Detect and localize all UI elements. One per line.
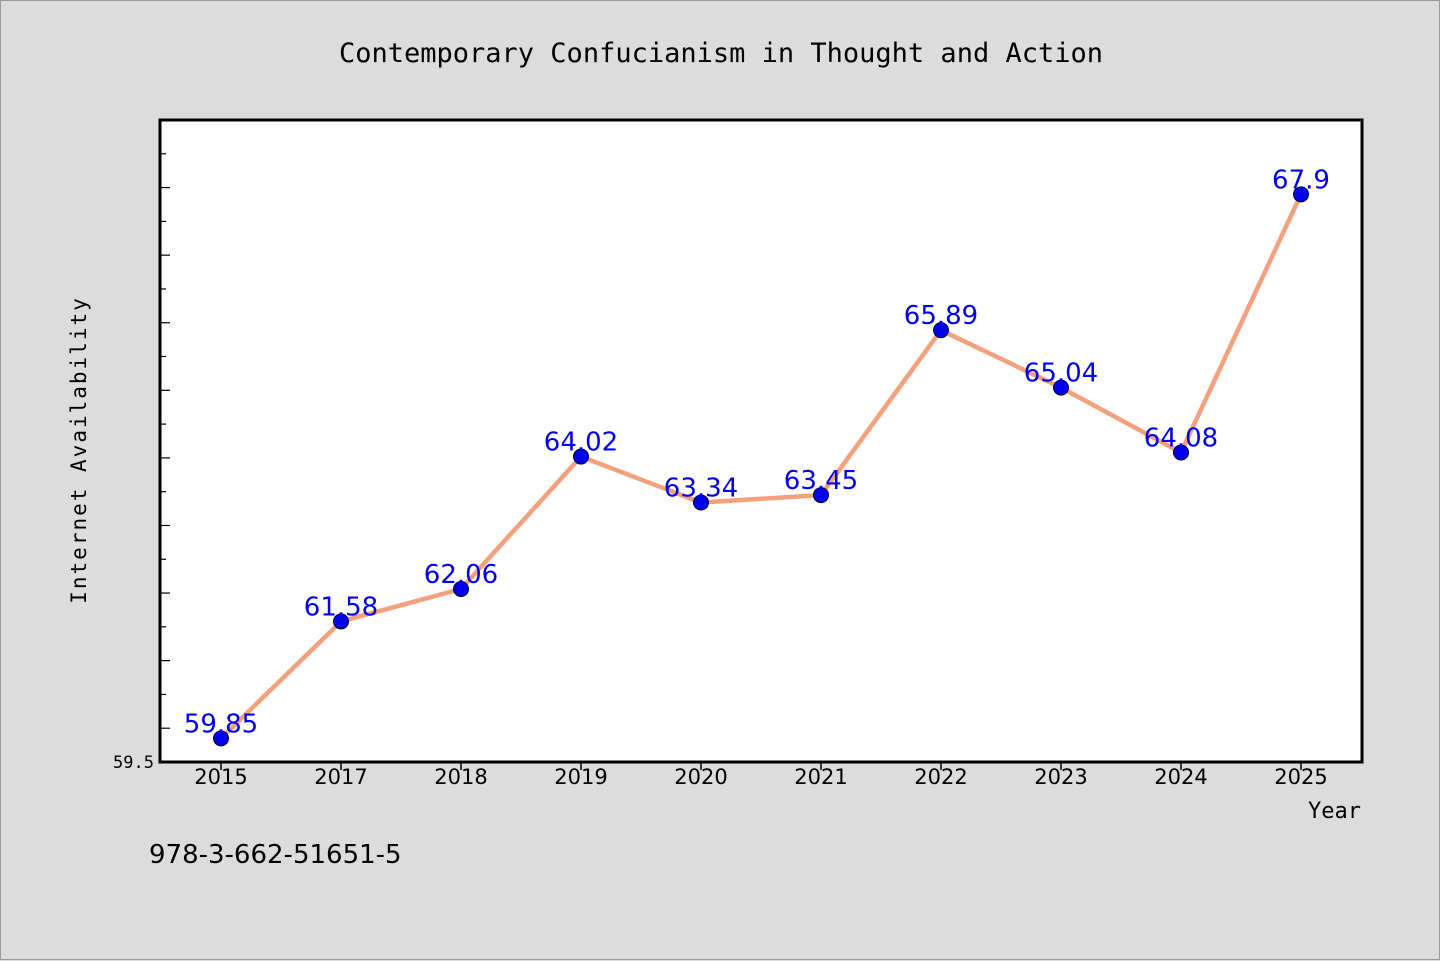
data-label: 61.58 [304, 592, 378, 622]
data-point [1173, 444, 1189, 461]
x-axis-title: Year [1308, 799, 1361, 824]
x-tick-label: 2023 [1034, 765, 1087, 789]
x-tick-label: 2020 [674, 765, 727, 789]
x-tick-label: 2015 [194, 765, 247, 789]
x-axis-ticks: 2015 2017 2018 2019 2020 2021 2022 2023 2024 2025 [194, 762, 1328, 789]
data-point [453, 580, 469, 597]
data-label: 65.04 [1024, 359, 1098, 389]
data-point [573, 448, 589, 465]
data-series [213, 186, 1309, 747]
data-point [933, 322, 949, 339]
data-point [213, 730, 229, 747]
data-label: 64.08 [1144, 423, 1218, 453]
series-line [218, 192, 1304, 741]
data-point [813, 487, 829, 504]
y-tick-label: 59.5 [113, 753, 154, 773]
chart-title: Contemporary Confucianism in Thought and… [339, 38, 1103, 69]
data-label: 67.9 [1272, 165, 1330, 195]
x-tick-label: 2024 [1154, 765, 1207, 789]
data-labels: 59.85 61.58 62.06 64.02 63.34 63.45 65.89 65.04… [184, 165, 1330, 739]
x-tick-label: 2022 [914, 765, 967, 789]
x-tick-label: 2017 [314, 765, 367, 789]
data-label: 62.06 [424, 560, 498, 590]
x-tick-label: 2021 [794, 765, 847, 789]
data-point [1053, 379, 1069, 396]
y-axis-ticks: 59.5 [113, 153, 170, 773]
data-point [333, 613, 349, 630]
data-label: 65.89 [904, 301, 978, 331]
data-label: 64.02 [544, 428, 618, 458]
footer-isbn: 978-3-662-51651-5 [149, 840, 402, 870]
data-point [1293, 186, 1309, 203]
x-tick-label: 2025 [1274, 765, 1327, 789]
data-label: 63.45 [784, 466, 858, 496]
x-tick-label: 2019 [554, 765, 607, 789]
y-axis-title: Internet Availability [67, 296, 91, 604]
x-tick-label: 2018 [434, 765, 487, 789]
data-label: 63.34 [664, 473, 738, 503]
data-point [693, 494, 709, 511]
data-label: 59.85 [184, 709, 258, 739]
